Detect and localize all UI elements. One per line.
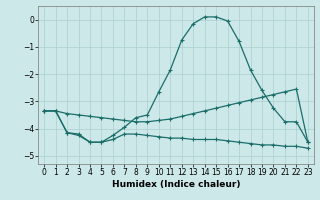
X-axis label: Humidex (Indice chaleur): Humidex (Indice chaleur) [112,180,240,189]
